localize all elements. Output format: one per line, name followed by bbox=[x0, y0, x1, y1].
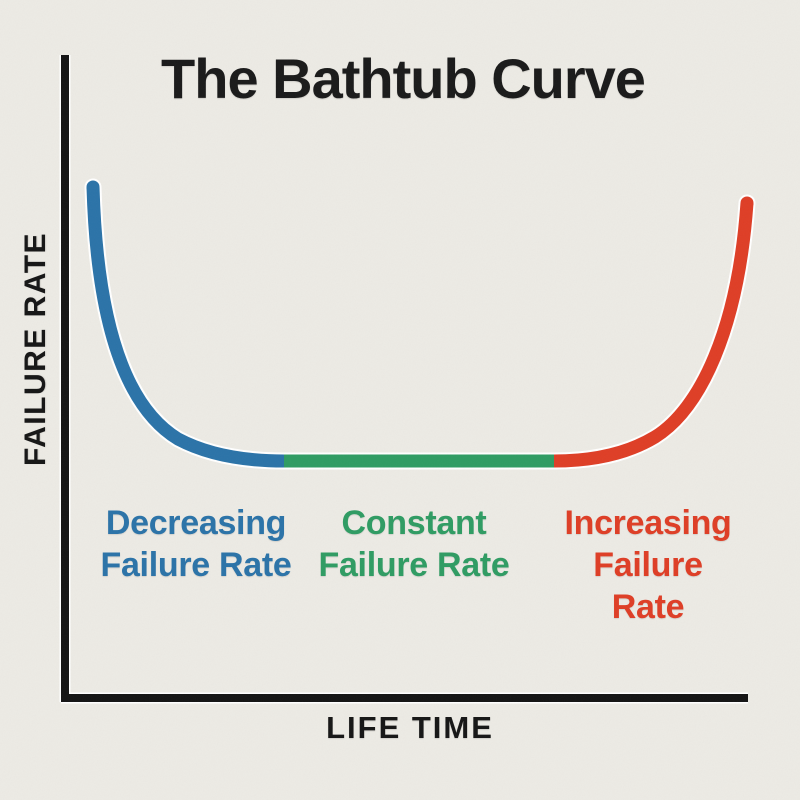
curve-segment-decreasing-failure-rate bbox=[86, 186, 285, 468]
curve-endcap-decreasing-failure-rate bbox=[86, 180, 100, 194]
label-constant-failure-rate: Constant Failure Rate bbox=[318, 504, 510, 584]
x-axis-label: LIFE TIME bbox=[326, 710, 494, 745]
curve-segment-increasing-failure-rate bbox=[553, 202, 754, 468]
label-increasing-failure-rate: Increasing Failure Rate bbox=[564, 504, 732, 626]
y-axis-label: FAILURE RATE bbox=[19, 231, 52, 467]
label-decreasing-failure-rate: Decreasing Failure Rate bbox=[100, 504, 292, 584]
curve-halo-decreasing-failure-rate bbox=[84, 178, 293, 470]
curve-endcap-increasing-failure-rate bbox=[740, 196, 754, 210]
